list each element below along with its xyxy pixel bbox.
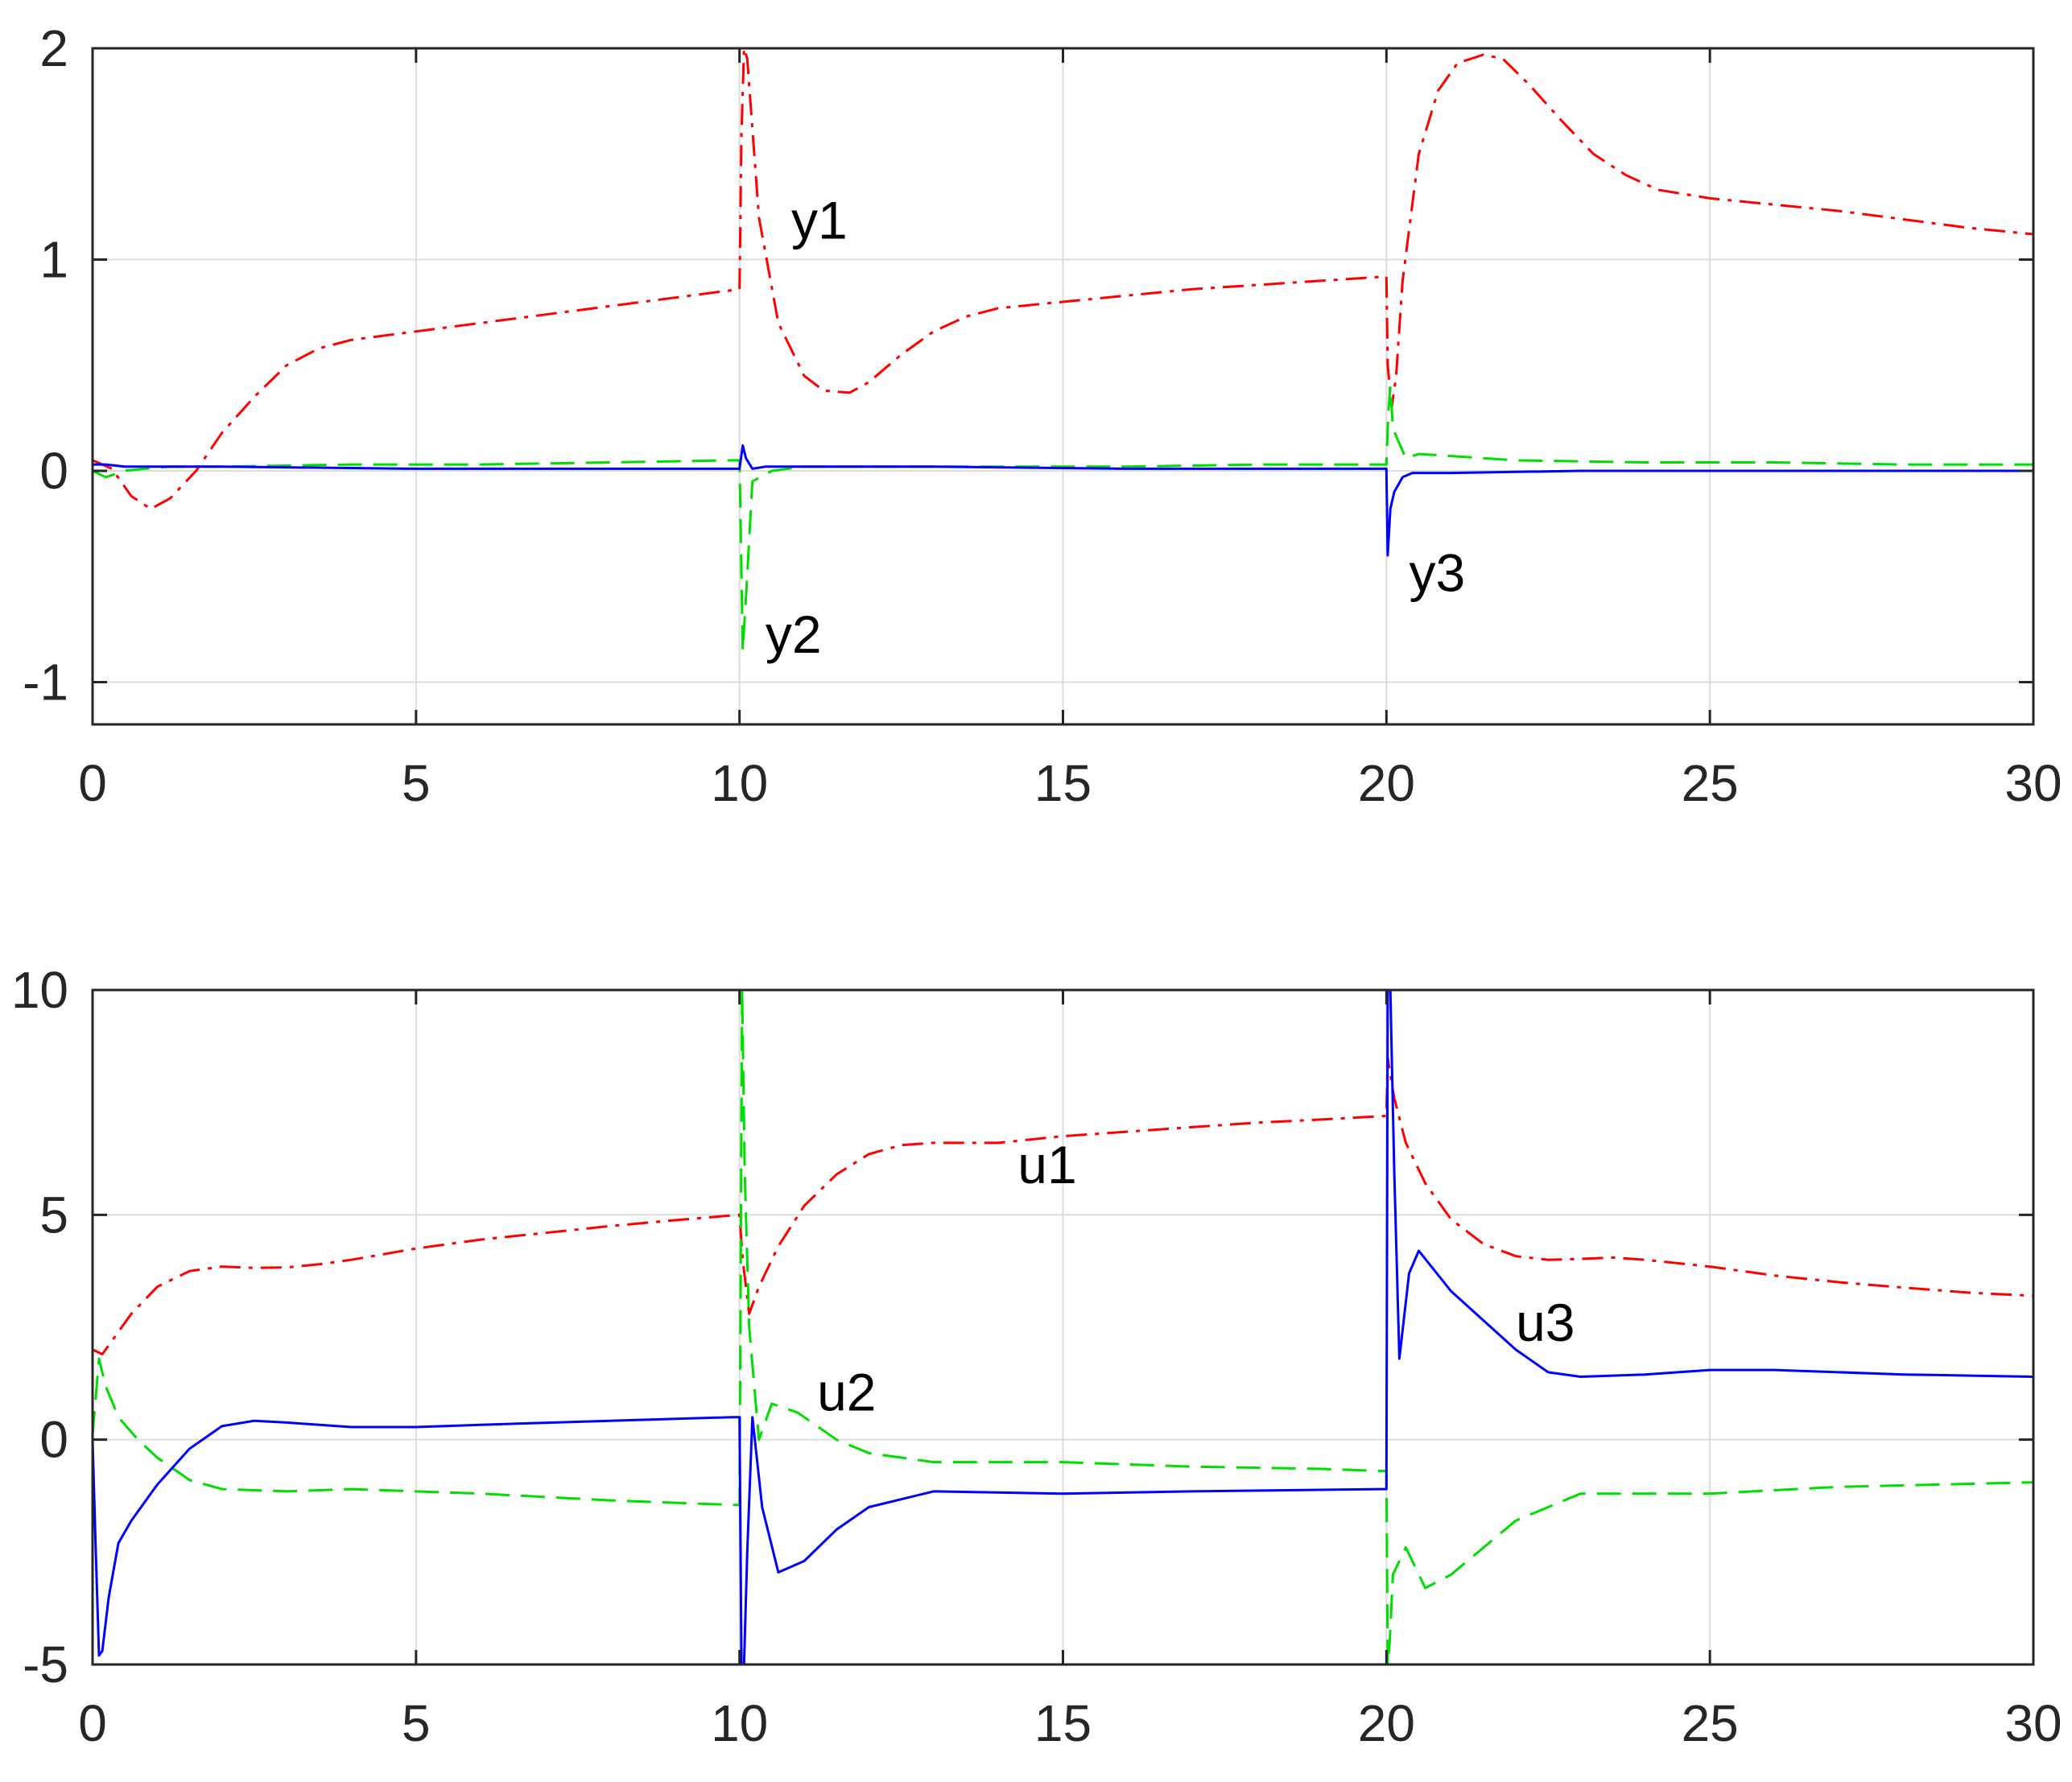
annotation-y2: y2 — [766, 604, 822, 664]
x-tick-label: 15 — [1034, 754, 1092, 812]
x-tick-label: 30 — [2004, 754, 2062, 812]
x-tick-label: 25 — [1682, 1694, 1739, 1752]
x-tick-label: 20 — [1358, 1694, 1415, 1752]
series-line-u3 — [93, 990, 2033, 1664]
x-tick-label: 25 — [1682, 754, 1739, 812]
series-line-y3 — [93, 444, 2033, 557]
y-tick-label: 10 — [11, 961, 68, 1019]
series-group — [93, 48, 2033, 652]
x-tick-label: 10 — [711, 1694, 768, 1752]
x-tick-label: 5 — [402, 754, 431, 812]
x-tick-label: 5 — [402, 1694, 431, 1752]
series-line-u1 — [93, 1056, 2033, 1355]
y-tick-label: 0 — [39, 442, 68, 500]
y-tick-label: -1 — [23, 654, 68, 712]
x-tick-label: 15 — [1034, 1694, 1092, 1752]
x-tick-label: 10 — [711, 754, 768, 812]
x-tick-label: 0 — [78, 754, 107, 812]
annotation-u1: u1 — [1017, 1135, 1076, 1194]
x-tick-label: 30 — [2004, 1694, 2062, 1752]
series-line-u2 — [93, 990, 2033, 1664]
y-tick-label: 0 — [39, 1411, 68, 1469]
y-tick-label: 5 — [39, 1186, 68, 1244]
annotation-u3: u3 — [1516, 1293, 1575, 1352]
y-tick-label: 1 — [39, 231, 68, 289]
annotation-y1: y1 — [791, 190, 848, 250]
x-tick-label: 20 — [1358, 754, 1415, 812]
annotation-u2: u2 — [817, 1362, 876, 1421]
series-line-y1 — [93, 48, 2033, 510]
y-tick-label: -5 — [23, 1636, 68, 1693]
y-tick-label: 2 — [39, 19, 68, 77]
annotation-y3: y3 — [1409, 543, 1465, 603]
series-group — [93, 990, 2033, 1664]
x-tick-label: 0 — [78, 1694, 107, 1752]
